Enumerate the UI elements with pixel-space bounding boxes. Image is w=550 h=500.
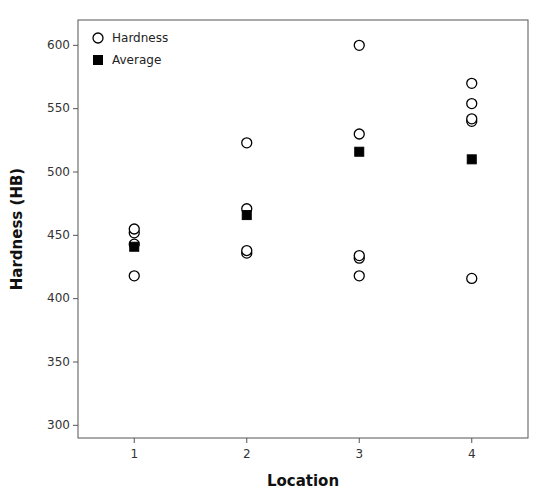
x-tick <box>359 438 360 443</box>
data-point <box>354 129 364 139</box>
y-tick-label: 500 <box>47 165 70 179</box>
y-tick <box>73 108 78 109</box>
data-point <box>129 224 139 234</box>
x-tick-label: 2 <box>243 447 251 461</box>
average-point <box>355 147 364 156</box>
plot-frame <box>78 20 528 438</box>
chart-container: 300 350 400 450 500 550 600 1 2 3 4 Location Hardnes… <box>0 0 550 500</box>
series-0 <box>129 40 477 283</box>
y-tick <box>73 362 78 363</box>
legend-label: Average <box>112 53 161 67</box>
y-tick-label: 450 <box>47 228 70 242</box>
x-tick <box>471 438 472 443</box>
legend: Hardness Average <box>93 31 168 67</box>
y-tick <box>73 298 78 299</box>
y-axis: 300 350 400 450 500 550 600 <box>47 38 78 432</box>
legend-marker <box>93 33 103 43</box>
x-tick-label: 1 <box>130 447 138 461</box>
average-point <box>467 155 476 164</box>
data-point <box>242 246 252 256</box>
x-tick <box>134 438 135 443</box>
data-point <box>354 271 364 281</box>
x-axis: 1 2 3 4 <box>130 438 475 461</box>
y-tick-label: 350 <box>47 355 70 369</box>
plot-background <box>78 20 528 438</box>
data-point <box>129 271 139 281</box>
y-tick <box>73 425 78 426</box>
data-point <box>354 40 364 50</box>
average-point <box>242 211 251 220</box>
x-tick <box>246 438 247 443</box>
data-point <box>467 78 477 88</box>
y-tick-label: 300 <box>47 418 70 432</box>
data-point <box>467 114 477 124</box>
x-tick-label: 4 <box>468 447 476 461</box>
legend-marker <box>94 56 103 65</box>
y-tick <box>73 172 78 173</box>
y-tick <box>73 45 78 46</box>
marks <box>129 40 477 283</box>
data-point <box>467 273 477 283</box>
y-tick-label: 550 <box>47 101 70 115</box>
x-tick-label: 3 <box>355 447 363 461</box>
y-tick-label: 400 <box>47 291 70 305</box>
y-tick-label: 600 <box>47 38 70 52</box>
chart-svg: 300 350 400 450 500 550 600 1 2 3 4 Location Hardnes… <box>0 0 550 500</box>
average-point <box>130 242 139 251</box>
y-tick <box>73 235 78 236</box>
data-point <box>467 99 477 109</box>
data-point <box>242 138 252 148</box>
series-1 <box>130 147 477 251</box>
y-axis-title: Hardness (HB) <box>8 168 26 290</box>
x-axis-title: Location <box>267 472 339 490</box>
legend-label: Hardness <box>112 31 168 45</box>
data-point <box>354 251 364 261</box>
